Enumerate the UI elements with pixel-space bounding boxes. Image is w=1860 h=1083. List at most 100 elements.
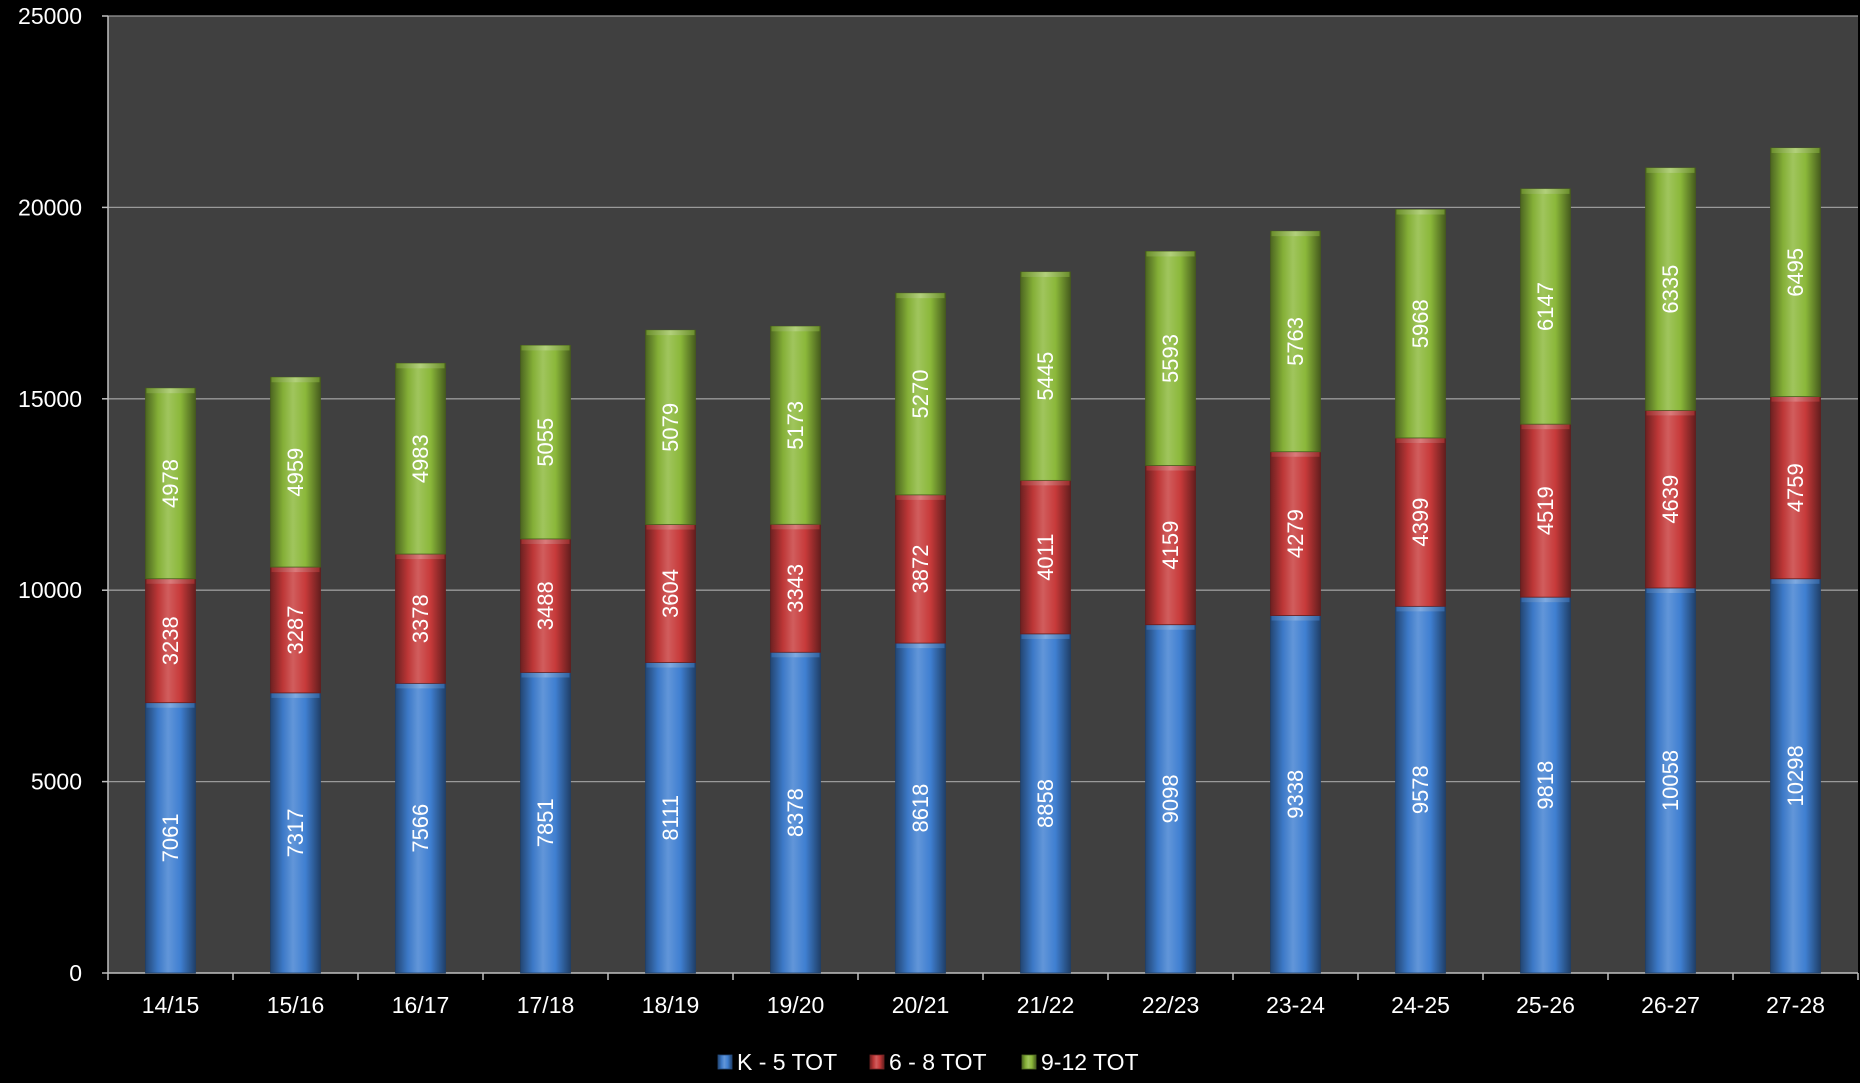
data-label: 5055 (533, 418, 558, 467)
data-label: 4983 (408, 434, 433, 483)
bar-segment-cap (1771, 396, 1820, 402)
data-label: 10298 (1783, 745, 1808, 806)
data-label: 4399 (1408, 498, 1433, 547)
x-tick-label: 23-24 (1266, 992, 1325, 1018)
legend-swatch (717, 1054, 733, 1070)
bar-segment (645, 662, 696, 974)
x-tick-label: 20/21 (892, 992, 950, 1018)
bar-segment (520, 345, 571, 540)
bar-segment (1020, 271, 1071, 481)
bar-segment (1145, 251, 1196, 466)
bar-segment-cap (1146, 251, 1195, 257)
data-label: 6335 (1658, 265, 1683, 314)
data-label: 5593 (1158, 334, 1183, 383)
bar-segment-cap (271, 377, 320, 383)
bar-segment-cap (1771, 578, 1820, 584)
data-label: 8378 (783, 788, 808, 837)
bar-segment-cap (1146, 465, 1195, 471)
bar-segment-cap (896, 293, 945, 299)
x-tick-label: 21/22 (1017, 992, 1075, 1018)
data-label: 4279 (1283, 509, 1308, 558)
bar-segment (1270, 230, 1321, 453)
data-label: 7851 (533, 798, 558, 847)
y-tick-label: 5000 (31, 769, 82, 795)
bar-segment (145, 702, 196, 974)
bar-segment-cap (1396, 209, 1445, 215)
bar-segment (1395, 605, 1446, 974)
bar-segment-cap (646, 662, 695, 668)
bar-segment-cap (1021, 271, 1070, 277)
y-tick-label: 15000 (18, 386, 82, 412)
data-label: 8111 (658, 795, 683, 841)
bar-segment-cap (1021, 633, 1070, 639)
bar-segment-cap (1271, 615, 1320, 621)
bar-segment (1020, 633, 1071, 974)
data-label: 5763 (1283, 317, 1308, 366)
bar-segment (270, 376, 321, 568)
x-tick-label: 26-27 (1641, 992, 1700, 1018)
bar-segment-cap (396, 363, 445, 369)
bar-segment-cap (1646, 587, 1695, 593)
plot-area (108, 16, 1858, 973)
x-tick-label: 24-25 (1391, 992, 1450, 1018)
x-tick-label: 17/18 (517, 992, 575, 1018)
data-label: 5270 (908, 370, 933, 419)
bar-segment (1520, 423, 1571, 598)
data-label: 9098 (1158, 774, 1183, 823)
data-label: 4011 (1033, 533, 1058, 580)
data-label: 9338 (1283, 770, 1308, 819)
bar-segment (1770, 578, 1821, 974)
bar-segment (1020, 479, 1071, 635)
bar-segment-cap (1771, 147, 1820, 153)
data-label: 3488 (533, 581, 558, 630)
x-tick-label: 15/16 (267, 992, 325, 1018)
data-label: 5445 (1033, 352, 1058, 401)
bar-segment-cap (271, 567, 320, 573)
data-label: 5079 (658, 403, 683, 452)
x-tick-label: 19/20 (767, 992, 825, 1018)
bar-segment (895, 642, 946, 974)
legend-label: K - 5 TOT (737, 1049, 837, 1075)
bar-segment-cap (1271, 451, 1320, 457)
bar-segment (770, 651, 821, 974)
bar-segment (1145, 624, 1196, 974)
legend: K - 5 TOT 6 - 8 TOT 9-12 TOT (717, 1049, 1139, 1075)
bar-segment (895, 494, 946, 644)
bar-segment-cap (521, 672, 570, 678)
legend-label: 6 - 8 TOT (889, 1049, 987, 1075)
bar-segment (1770, 396, 1821, 580)
bar-segment-cap (646, 330, 695, 336)
x-tick-label: 22/23 (1142, 992, 1200, 1018)
bar-segment (1270, 451, 1321, 616)
bar-segment-cap (396, 683, 445, 689)
bar-segment-cap (1146, 624, 1195, 630)
bar-segment (1520, 596, 1571, 974)
bar-segment-cap (1521, 424, 1570, 430)
bar-segment-cap (146, 702, 195, 708)
bar-segment (1645, 409, 1696, 589)
bar-segment (895, 292, 946, 496)
bar-segment (145, 578, 196, 704)
bar-segment-cap (896, 494, 945, 500)
data-label: 3343 (783, 564, 808, 613)
data-label: 3872 (908, 545, 933, 594)
bar-segment (395, 362, 446, 555)
bar-segment (270, 566, 321, 694)
data-label: 5173 (783, 401, 808, 450)
bar-segment (770, 325, 821, 525)
legend-swatch (869, 1054, 885, 1070)
data-label: 4639 (1658, 475, 1683, 524)
bar-segment (645, 329, 696, 525)
data-label: 5968 (1408, 299, 1433, 348)
data-label: 9578 (1408, 765, 1433, 814)
data-label: 7061 (158, 813, 183, 862)
x-tick-label: 16/17 (392, 992, 450, 1018)
bar-segment-cap (271, 692, 320, 698)
legend-swatch (1021, 1054, 1037, 1070)
bar-segment-cap (771, 524, 820, 530)
y-tick-label: 0 (69, 960, 82, 986)
data-label: 10058 (1658, 750, 1683, 811)
bar-segment-cap (146, 578, 195, 584)
data-label: 4959 (283, 448, 308, 497)
